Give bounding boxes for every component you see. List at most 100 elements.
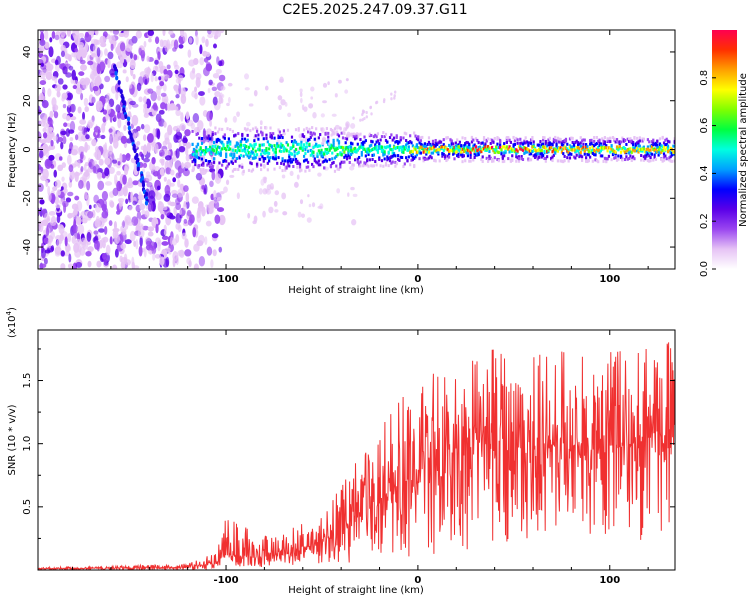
noise-blob <box>57 164 64 172</box>
signal-cell <box>235 141 239 145</box>
signal-core <box>583 149 586 153</box>
signal-cell <box>490 138 494 142</box>
noise-blob <box>196 213 202 224</box>
noise-blob <box>130 191 134 203</box>
noise-blob <box>218 74 226 82</box>
signal-cell <box>576 141 580 145</box>
noise-blob <box>80 166 84 173</box>
noise-blob <box>168 30 174 35</box>
signal-cell <box>543 149 546 153</box>
signal-cell <box>481 141 484 145</box>
signal-cell <box>473 143 476 147</box>
signal-cell <box>585 158 588 162</box>
noise-blob <box>72 84 78 90</box>
signal-cell <box>292 142 295 146</box>
signal-cell <box>368 144 371 148</box>
signal-cell <box>387 145 390 149</box>
signal-core <box>194 149 197 154</box>
noise-blob <box>93 194 100 204</box>
streak-blob <box>114 71 118 76</box>
signal-cell <box>394 140 397 144</box>
noise-blob <box>109 68 116 76</box>
signal-cell <box>343 131 346 135</box>
signal-cell <box>269 135 272 139</box>
noise-blob <box>43 257 48 265</box>
noise-blob <box>281 192 287 200</box>
signal-cell <box>625 155 628 159</box>
noise-blob <box>60 130 67 136</box>
signal-core <box>399 145 402 149</box>
noise-blob <box>119 152 123 164</box>
signal-cell <box>422 144 425 148</box>
signal-cell <box>246 127 249 131</box>
signal-cell <box>590 141 593 145</box>
noise-blob <box>345 78 349 82</box>
noise-blob <box>84 106 90 113</box>
signal-cell <box>300 146 303 150</box>
noise-blob <box>133 54 138 61</box>
signal-cell <box>633 136 636 140</box>
signal-cell <box>532 149 535 153</box>
signal-cell <box>339 152 342 156</box>
signal-cell <box>441 146 444 150</box>
noise-blob <box>322 82 328 88</box>
noise-blob <box>154 59 159 65</box>
signal-core <box>337 145 341 149</box>
noise-blob <box>114 133 118 141</box>
signal-cell <box>391 151 394 155</box>
signal-core <box>579 150 582 154</box>
signal-cell <box>414 134 417 138</box>
signal-cell <box>446 136 449 140</box>
noise-blob <box>142 157 150 163</box>
signal-cell <box>329 165 333 169</box>
noise-blob <box>40 247 46 259</box>
signal-cell <box>332 138 335 142</box>
noise-blob <box>351 219 357 226</box>
noise-blob <box>89 73 97 80</box>
signal-core <box>374 146 377 150</box>
signal-core <box>437 147 440 152</box>
signal-cell <box>668 140 671 144</box>
signal-core <box>274 150 277 154</box>
signal-core <box>614 150 617 154</box>
signal-cell <box>417 138 420 142</box>
signal-cell <box>399 155 402 159</box>
noise-blob <box>47 126 54 132</box>
noise-blob <box>182 168 190 177</box>
signal-cell <box>352 132 355 136</box>
signal-cell <box>482 136 486 140</box>
signal-core <box>296 151 299 156</box>
signal-cell <box>466 154 470 158</box>
noise-blob <box>77 106 82 114</box>
x-tick-label: 100 <box>599 575 620 586</box>
noise-blob <box>117 118 122 129</box>
noise-blob <box>79 153 83 162</box>
signal-cell <box>264 157 267 161</box>
signal-cell <box>415 143 418 147</box>
noise-blob <box>143 40 147 48</box>
signal-core <box>238 144 241 148</box>
signal-core <box>246 148 249 153</box>
noise-blob <box>142 144 148 156</box>
noise-blob <box>163 121 167 128</box>
signal-cell <box>319 152 322 156</box>
signal-cell <box>607 154 611 158</box>
signal-core <box>445 147 448 151</box>
signal-cell <box>535 152 538 156</box>
signal-cell <box>642 145 645 149</box>
signal-cell <box>544 156 547 160</box>
signal-cell <box>204 159 208 163</box>
signal-cell <box>333 127 337 131</box>
signal-core <box>495 145 498 149</box>
signal-cell <box>606 137 609 141</box>
signal-cell <box>344 141 347 145</box>
signal-core <box>645 147 648 152</box>
signal-cell <box>673 137 675 141</box>
noise-blob <box>352 116 355 120</box>
noise-blob <box>248 103 254 107</box>
signal-cell <box>450 139 453 143</box>
signal-cell <box>254 149 257 153</box>
signal-cell <box>324 131 327 135</box>
signal-core <box>454 150 457 154</box>
signal-cell <box>202 167 205 171</box>
